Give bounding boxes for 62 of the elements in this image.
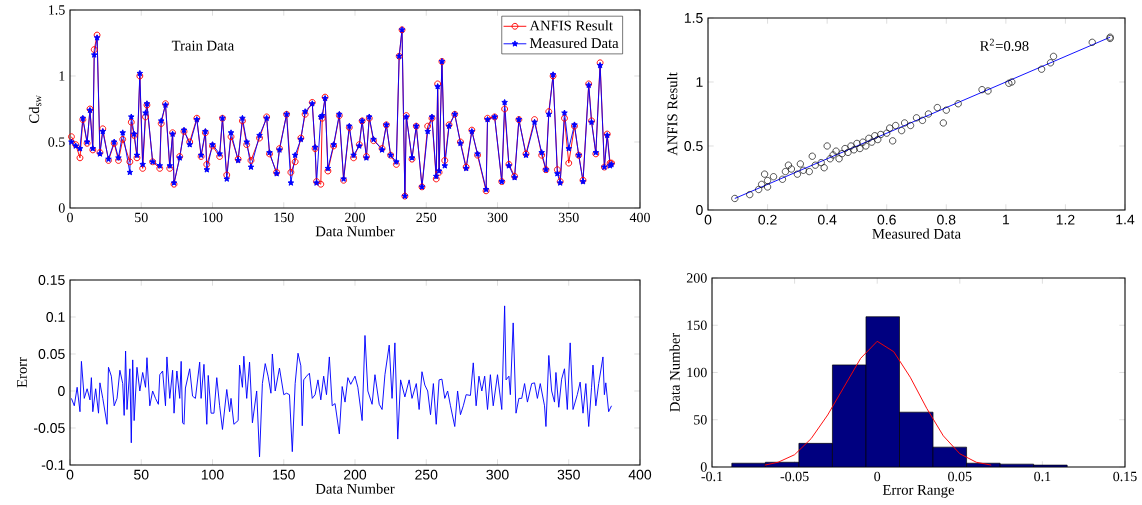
y-tick-label: 100 xyxy=(687,367,707,378)
x-tick-label: 250 xyxy=(416,212,437,223)
y-tick-label: 1.5 xyxy=(49,5,65,15)
x-tick-label: 350 xyxy=(557,469,580,480)
x-tick-label: 1 xyxy=(1003,214,1010,225)
x-tick-label: 0 xyxy=(66,469,74,480)
x-tick-label: 400 xyxy=(628,469,652,480)
x-tick-label: 0.1 xyxy=(1034,471,1051,482)
x-tick-label: 0.4 xyxy=(817,214,837,225)
x-tick-label: 100 xyxy=(201,469,224,480)
y-axis-title: Data Number xyxy=(669,332,680,412)
y-tick-label: 1.5 xyxy=(684,13,703,23)
x-tick-label: 300 xyxy=(486,469,509,480)
legend-label: ANFIS Result xyxy=(529,20,613,31)
x-tick-label: 0.2 xyxy=(758,214,777,225)
x-tick-label: 0 xyxy=(67,212,73,223)
x-tick-label: 50 xyxy=(134,469,149,480)
y-axis-title: Erorr xyxy=(17,357,27,388)
x-tick-label: 1.2 xyxy=(1056,214,1075,225)
y-tick-label: 0 xyxy=(696,205,703,215)
y-tick-label: 150 xyxy=(687,320,707,330)
y-axis-title: ANFIS Result xyxy=(667,72,678,156)
x-tick-label: 150 xyxy=(273,469,295,480)
y-tick-label: 1 xyxy=(59,71,65,81)
annotation: R$^{2}$=0.98 xyxy=(980,38,1029,52)
y-tick-label: 0.05 xyxy=(38,349,65,359)
y-tick-label: 0.5 xyxy=(48,137,65,147)
y-axis-title: Cd$_{sw}$ xyxy=(28,95,42,123)
x-tick-label: 400 xyxy=(629,212,650,223)
annotation: Train Data xyxy=(171,40,235,51)
y-tick-label: 200 xyxy=(686,273,707,283)
x-tick-label: 0.8 xyxy=(937,214,956,225)
x-axis-title: Data Number xyxy=(315,225,395,237)
y-tick-label: 0.5 xyxy=(684,141,703,151)
x-axis-title: Measured Data xyxy=(872,228,961,239)
x-tick-label: 250 xyxy=(415,469,438,480)
x-tick-label: 350 xyxy=(558,212,579,223)
x-tick-label: 200 xyxy=(344,469,367,480)
x-tick-label: 0.05 xyxy=(948,471,972,482)
y-tick-label: 0.15 xyxy=(38,275,65,285)
x-tick-label: 150 xyxy=(274,212,294,223)
y-tick-label: 50 xyxy=(694,415,707,425)
y-tick-label: 1 xyxy=(696,77,703,87)
x-tick-label: -0.05 xyxy=(780,471,809,482)
y-tick-label: -0.05 xyxy=(34,423,65,433)
x-tick-label: 100 xyxy=(203,212,223,223)
line-series xyxy=(70,305,612,458)
x-tick-label: 50 xyxy=(135,212,148,223)
y-tick-label: -0.1 xyxy=(41,460,65,470)
x-tick-label: 0.15 xyxy=(1113,471,1137,482)
x-tick-label: 0.6 xyxy=(877,214,896,225)
x-axis-title: Error Range xyxy=(882,485,955,498)
y-tick-label: 0 xyxy=(58,203,65,213)
legend-label: Measured Data xyxy=(529,37,619,49)
x-tick-label: 300 xyxy=(487,212,508,223)
x-tick-label: 200 xyxy=(345,212,365,223)
x-tick-label: 0 xyxy=(874,471,881,482)
y-tick-label: 0 xyxy=(700,462,707,472)
x-tick-label: 1.4 xyxy=(1116,214,1135,225)
x-axis-title: Data Number xyxy=(315,483,395,494)
y-tick-label: 0 xyxy=(58,386,65,396)
y-tick-label: 0.1 xyxy=(46,312,65,322)
